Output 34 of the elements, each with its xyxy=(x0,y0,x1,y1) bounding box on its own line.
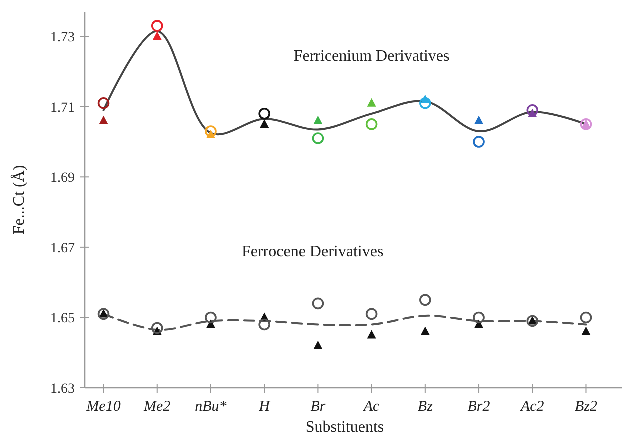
point xyxy=(314,340,323,350)
point xyxy=(420,326,430,336)
x-tick-label: Ac xyxy=(362,399,380,415)
y-tick-label: 1.69 xyxy=(50,171,75,186)
point xyxy=(580,312,592,324)
point xyxy=(312,298,324,310)
x-tick-label: Me2 xyxy=(143,399,172,415)
y-tick-label: 1.67 xyxy=(50,241,75,256)
annotation: Ferricenium Derivatives xyxy=(294,48,450,65)
x-axis-title: Substituents xyxy=(306,419,384,436)
annotation: Ferrocene Derivatives xyxy=(242,243,384,260)
point xyxy=(526,315,539,328)
point xyxy=(366,308,378,320)
x-tick-label: Br xyxy=(310,399,326,415)
point xyxy=(258,318,270,331)
y-axis-title: Fe...Ct (Å) xyxy=(10,165,28,235)
x-tick-label: Ac2 xyxy=(520,399,545,415)
y-tick-label: 1.63 xyxy=(50,382,75,397)
x-tick-label: H xyxy=(258,399,272,415)
x-tick-label: Bz2 xyxy=(574,399,598,415)
x-tick-label: Me10 xyxy=(86,399,122,415)
point xyxy=(205,312,217,324)
point xyxy=(582,326,591,336)
point xyxy=(473,312,485,324)
point xyxy=(98,308,110,320)
point xyxy=(420,294,432,306)
point xyxy=(151,322,164,334)
y-tick-label: 1.71 xyxy=(50,100,75,116)
y-tick-label: 1.73 xyxy=(50,30,75,46)
y-tick-label: 1.65 xyxy=(50,312,75,327)
point xyxy=(367,330,376,339)
x-tick-label: Br2 xyxy=(468,399,491,415)
x-tick-label: Bz xyxy=(418,399,434,415)
x-tick-label: nBu* xyxy=(195,399,228,415)
